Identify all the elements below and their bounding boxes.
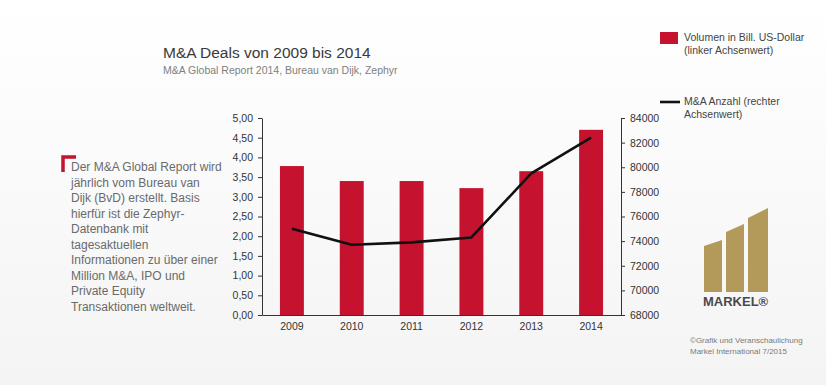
tick: 0,50: [233, 289, 262, 301]
tick-mark: [258, 118, 262, 119]
tick-label: 2013: [520, 320, 544, 332]
tick: 4,50: [233, 132, 262, 144]
tick-mark: [258, 256, 262, 257]
tick-mark: [258, 197, 262, 198]
tick: 0,00: [233, 309, 262, 321]
tick-mark: [258, 315, 262, 316]
tick-mark: [621, 118, 625, 119]
tick: 3,50: [233, 171, 262, 183]
tick: 2013: [520, 315, 544, 332]
tick: 5,00: [233, 112, 262, 124]
logo-text: MARKEL®: [703, 294, 769, 309]
tick-label: 4,00: [233, 151, 254, 163]
tick-mark: [621, 217, 625, 218]
tick-label: 82000: [630, 136, 659, 148]
bar: [579, 130, 603, 315]
tick: 74000: [621, 235, 659, 247]
tick-label: 84000: [630, 112, 659, 124]
tick: 2,00: [233, 230, 262, 242]
tick: 82000: [621, 136, 659, 148]
logo: MARKEL®: [703, 208, 769, 309]
tick: 1,50: [233, 250, 262, 262]
legend-swatch: [660, 101, 680, 104]
tick-label: 78000: [630, 186, 659, 198]
tick: 2012: [460, 315, 484, 332]
tick-mark: [621, 266, 625, 267]
logo-icon: [704, 208, 768, 292]
tick: 80000: [621, 161, 659, 173]
tick-label: 0,50: [233, 289, 254, 301]
tick-label: 1,00: [233, 269, 254, 281]
tick: 2009: [280, 315, 304, 332]
tick-label: 2009: [280, 320, 304, 332]
tick-label: 76000: [630, 210, 659, 222]
legend-label: Volumen in Bill. US-Dollar (linker Achse…: [684, 31, 809, 56]
legend: [660, 32, 680, 102]
tick-label: 2010: [340, 320, 364, 332]
tick-label: 2,00: [233, 230, 254, 242]
tick-mark: [621, 315, 625, 316]
tick: 84000: [621, 112, 659, 124]
bar: [519, 171, 543, 315]
tick-label: 74000: [630, 235, 659, 247]
bar: [340, 181, 364, 315]
tick-mark: [258, 177, 262, 178]
tick-label: 3,00: [233, 191, 254, 203]
x-axis: 2009 2010 2011 2012 2013 2014: [263, 315, 622, 332]
bar: [280, 166, 304, 315]
tick-label: 80000: [630, 161, 659, 173]
tick-mark: [621, 241, 625, 242]
tick-label: 0,00: [233, 309, 254, 321]
tick: 2014: [579, 315, 603, 332]
tick: 72000: [621, 260, 659, 272]
tick: 78000: [621, 186, 659, 198]
tick-label: 68000: [630, 309, 659, 321]
page: M&A Deals von 2009 bis 2014 M&A Global Re…: [0, 0, 826, 385]
tick: 2010: [340, 315, 364, 332]
tick-label: 5,00: [233, 112, 254, 124]
tick-label: 2011: [400, 320, 423, 332]
tick-label: 72000: [630, 260, 659, 272]
tick-mark: [258, 236, 262, 237]
subtitle: M&A Global Report 2014, Bureau van Dijk,…: [163, 64, 398, 76]
line: [292, 138, 591, 245]
tick: 4,00: [233, 151, 262, 163]
tick-label: 2014: [579, 320, 603, 332]
tick: 76000: [621, 210, 659, 222]
tick-mark: [621, 192, 625, 193]
tick-label: 2,50: [233, 210, 254, 222]
tick-label: 1,50: [233, 250, 254, 262]
tick-mark: [621, 167, 625, 168]
axis-line: [263, 315, 622, 316]
tick: 3,00: [233, 191, 262, 203]
legend-swatch: [660, 32, 678, 44]
title: M&A Deals von 2009 bis 2014: [163, 44, 371, 61]
tick-label: 3,50: [233, 171, 254, 183]
tick: 2,50: [233, 210, 262, 222]
annotation: Der M&A Global Report wird jährlich vom …: [71, 160, 223, 315]
y2-axis: 68000 70000 72000 74000 76000 78000 80000 82000…: [621, 112, 659, 321]
tick-label: 2012: [460, 320, 484, 332]
bar: [459, 188, 483, 315]
legend-label: M&A Anzahl (rechter Achsenwert): [684, 95, 809, 120]
tick: 70000: [621, 284, 659, 296]
tick: 68000: [621, 309, 659, 321]
tick-mark: [621, 290, 625, 291]
y-axis: 0,00 0,50 1,00 1,50 2,00 2,50 3,00 3,50 4,00 4,50…: [233, 112, 263, 321]
tick-label: 4,50: [233, 132, 254, 144]
credit: ©Grafik und Veranschaulichung Markel Int…: [690, 336, 820, 357]
bar: [400, 181, 424, 315]
tick-mark: [258, 276, 262, 277]
tick-label: 70000: [630, 284, 659, 296]
tick-mark: [258, 157, 262, 158]
tick-mark: [621, 143, 625, 144]
plot-area: [280, 130, 603, 315]
tick: 1,00: [233, 269, 262, 281]
tick-mark: [258, 295, 262, 296]
axis-line: [262, 119, 263, 316]
tick: 2011: [400, 315, 423, 332]
tick-mark: [258, 217, 262, 218]
tick-mark: [258, 138, 262, 139]
